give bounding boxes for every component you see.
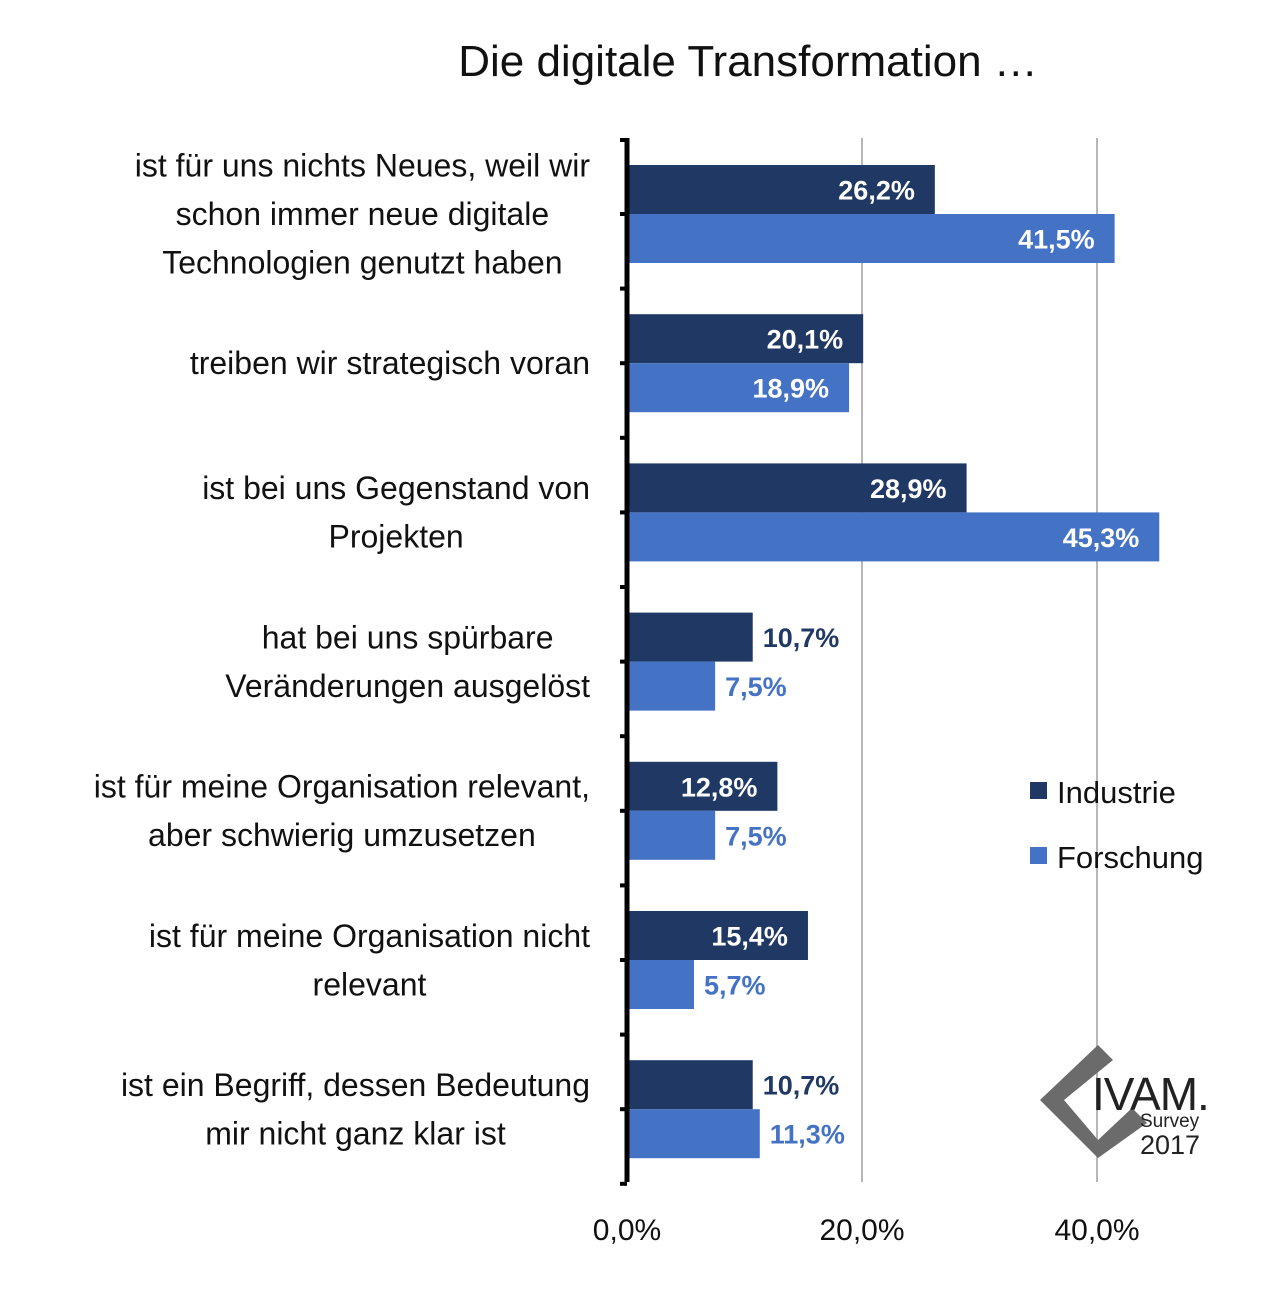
logo-survey-text: Survey — [1140, 1111, 1200, 1132]
bar-forschung-2 — [627, 512, 1160, 562]
bar-forschung-6 — [627, 1109, 760, 1159]
bar-forschung-1 — [627, 363, 850, 413]
data-label-industrie-4: 12,8% — [681, 772, 758, 802]
category-label-4: ist für meine Organisation relevant, aber… — [94, 769, 590, 854]
legend-swatch-forschung — [1030, 847, 1047, 864]
logo-brand: IVAM. — [1092, 1068, 1209, 1120]
data-label-industrie-2: 28,9% — [870, 474, 947, 504]
legend: Industrie Forschung — [1030, 775, 1203, 875]
bar-industrie-2 — [627, 463, 967, 513]
legend-swatch-industrie — [1030, 782, 1047, 799]
x-tick-label: 0,0% — [593, 1214, 661, 1247]
bar-forschung-3 — [627, 661, 716, 711]
category-label-3: hat bei uns spürbare Veränderungen ausgel… — [225, 619, 590, 704]
bar-industrie-0 — [627, 165, 935, 214]
data-label-industrie-6: 10,7% — [763, 1071, 840, 1101]
legend-label-industrie: Industrie — [1057, 775, 1176, 810]
gridlines — [861, 138, 1098, 1182]
category-label-5: ist für meine Organisation nicht relevant — [149, 918, 590, 1003]
data-label-forschung-5: 5,7% — [704, 971, 766, 1001]
category-label-0: ist für uns nichts Neues, weil wir schon … — [135, 148, 591, 281]
category-label-line: Technologien genutzt haben — [162, 245, 562, 281]
category-label-6: ist ein Begriff, dessen Bedeutung mir nic… — [121, 1067, 590, 1152]
bars: 26,2% 41,5% 20,1% 18,9% 28,9% 45,3% 10,7% 7,5% 1… — [627, 165, 1160, 1159]
data-label-forschung-4: 7,5% — [725, 821, 787, 851]
data-label-forschung-6: 11,3% — [770, 1120, 845, 1150]
category-label-1: treiben wir strategisch voran — [190, 345, 590, 381]
data-label-industrie-0: 26,2% — [838, 176, 915, 206]
ivam-logo-mark-icon — [1040, 1045, 1147, 1158]
category-labels: ist für uns nichts Neues, weil wir schon … — [94, 148, 591, 1152]
category-label-line: treiben wir strategisch voran — [190, 345, 590, 381]
category-label-line: relevant — [313, 966, 427, 1002]
chart-title: Die digitale Transformation … — [458, 37, 1038, 86]
category-label-line: ist für meine Organisation relevant, — [94, 769, 590, 805]
data-label-forschung-2: 45,3% — [1063, 523, 1140, 553]
data-label-industrie-5: 15,4% — [711, 922, 788, 952]
bar-industrie-6 — [627, 1060, 753, 1110]
category-label-line: ist für meine Organisation nicht — [149, 918, 590, 954]
category-label-line: ist ein Begriff, dessen Bedeutung — [121, 1067, 590, 1103]
data-label-forschung-0: 41,5% — [1018, 225, 1095, 255]
category-label-2: ist bei uns Gegenstand von Projekten — [202, 470, 590, 555]
bar-industrie-1 — [627, 314, 864, 364]
bar-industrie-5 — [627, 911, 808, 960]
category-label-line: hat bei uns spürbare — [262, 619, 554, 655]
x-axis-ticks: 0,0% 20,0% 40,0% — [593, 1214, 1140, 1247]
category-label-line: mir nicht ganz klar ist — [205, 1115, 506, 1151]
data-label-industrie-3: 10,7% — [763, 623, 840, 653]
category-label-line: ist bei uns Gegenstand von — [202, 470, 590, 506]
logo-year-text: 2017 — [1140, 1130, 1200, 1160]
category-label-line: schon immer neue digitale — [176, 196, 550, 232]
legend-label-forschung: Forschung — [1057, 840, 1203, 875]
data-label-forschung-1: 18,9% — [753, 374, 830, 404]
x-tick-label: 40,0% — [1054, 1214, 1139, 1247]
category-label-line: Projekten — [329, 519, 464, 555]
category-label-line: ist für uns nichts Neues, weil wir — [135, 148, 591, 184]
category-label-line: Veränderungen ausgelöst — [225, 668, 590, 704]
bar-industrie-3 — [627, 612, 753, 662]
ivam-survey-logo: IVAM. Survey 2017 — [1040, 1045, 1210, 1160]
bar-industrie-4 — [627, 761, 778, 811]
bar-forschung-4 — [627, 810, 716, 860]
bar-forschung-0 — [627, 214, 1115, 263]
data-label-industrie-1: 20,1% — [767, 325, 844, 355]
x-tick-label: 20,0% — [819, 1214, 904, 1247]
category-label-line: aber schwierig umzusetzen — [148, 817, 536, 853]
y-axis — [620, 138, 630, 1186]
bar-forschung-5 — [627, 960, 694, 1009]
data-label-forschung-3: 7,5% — [725, 672, 787, 702]
